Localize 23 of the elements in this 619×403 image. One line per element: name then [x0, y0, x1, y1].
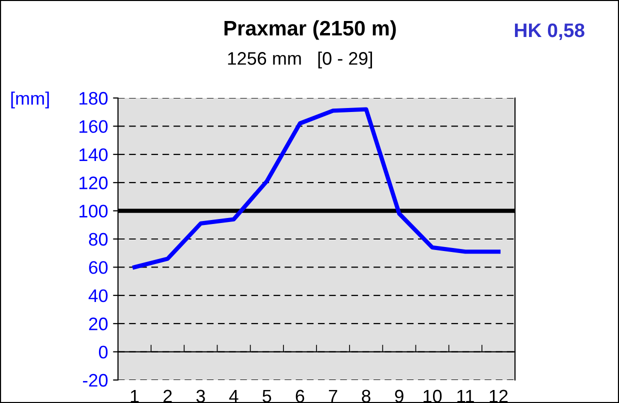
x-tick-label: 5 — [262, 390, 272, 403]
x-tick-label: 4 — [229, 390, 238, 402]
y-tick-label: 20 — [89, 318, 108, 330]
y-tick-label: -20 — [82, 374, 108, 387]
y-tick-label: 100 — [80, 204, 108, 218]
y-tick-label: 0 — [98, 346, 108, 359]
y-tick-label: 180 — [80, 92, 108, 105]
x-tick-label: 9 — [395, 390, 404, 403]
y-tick-label: 80 — [88, 232, 108, 246]
x-tick-label: 3 — [196, 390, 205, 403]
chart-title: Praxmar (2150 m) — [224, 20, 396, 40]
y-tick-label: 160 — [80, 120, 108, 133]
y-tick-label: 140 — [80, 148, 108, 162]
x-tick-label: 8 — [362, 390, 370, 403]
y-axis-title: [mm] — [11, 92, 49, 108]
x-tick-label: 7 — [328, 390, 338, 402]
chart-subtitle: 1256 mm [0 - 29] — [228, 52, 372, 68]
y-tick-label: 60 — [89, 261, 108, 274]
y-tick-label: 120 — [80, 176, 108, 190]
x-tick-label: 6 — [296, 390, 304, 403]
line-series — [132, 107, 501, 270]
text: HK 0,58 — [514, 23, 584, 40]
y-tick-label: 40 — [88, 289, 108, 302]
